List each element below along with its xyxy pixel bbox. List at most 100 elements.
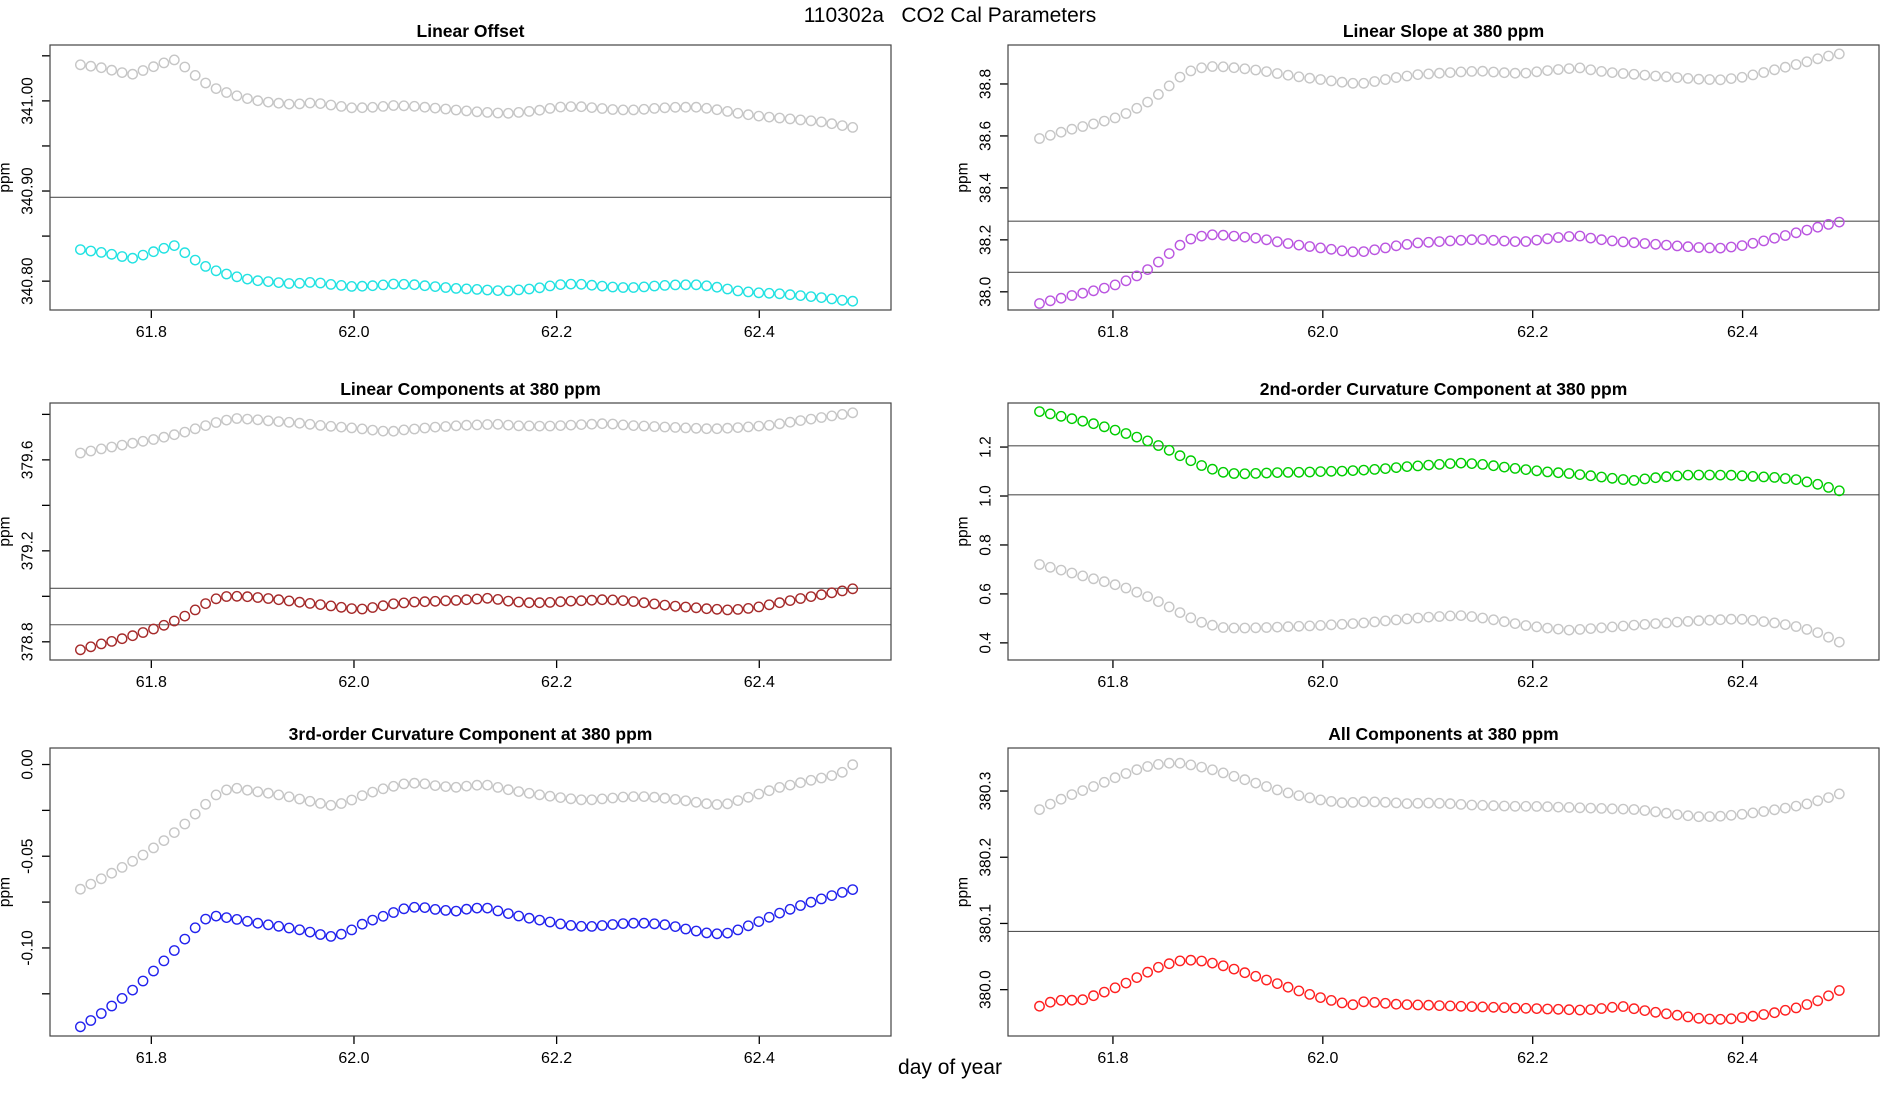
data-point: [753, 916, 765, 927]
data-point: [1250, 777, 1262, 789]
data-point: [774, 907, 785, 919]
data-point: [1109, 982, 1121, 994]
data-point: [1628, 68, 1640, 80]
y-tick-label: 378.8: [20, 622, 37, 661]
data-point: [1239, 63, 1251, 75]
data-point: [575, 278, 587, 290]
data-point: [1304, 620, 1316, 632]
data-point: [617, 282, 629, 293]
data-point: [1520, 67, 1532, 79]
data-point: [1779, 1004, 1791, 1016]
chart-linear-slope: Linear Slope at 380 ppm38.038.238.438.63…: [955, 21, 1880, 341]
data-point: [1466, 611, 1478, 622]
data-point: [523, 106, 535, 117]
data-point: [492, 782, 504, 793]
chart-title: 2nd-order Curvature Component at 380 ppm: [1260, 379, 1628, 399]
data-point: [1293, 985, 1305, 997]
data-point: [148, 623, 159, 635]
series-current-green: [1034, 406, 1845, 497]
data-point: [847, 122, 859, 133]
data-point: [1488, 1001, 1499, 1013]
data-point: [1261, 622, 1272, 633]
data-point: [1790, 621, 1802, 632]
data-point: [1185, 65, 1197, 77]
data-point: [1477, 799, 1489, 811]
data-point: [85, 878, 97, 890]
data-point: [1271, 467, 1283, 478]
data-point: [1358, 996, 1370, 1008]
data-point: [1682, 1011, 1694, 1023]
data-point: [1725, 613, 1737, 625]
data-point: [1271, 236, 1283, 248]
data-point: [471, 902, 483, 914]
data-point: [1531, 465, 1543, 477]
data-point: [1077, 994, 1089, 1006]
data-point: [638, 281, 650, 293]
data-point: [1401, 461, 1413, 472]
data-point: [1228, 622, 1240, 634]
data-point: [1498, 800, 1510, 812]
data-point: [200, 420, 212, 431]
data-point: [1153, 440, 1164, 451]
data-point: [419, 778, 431, 790]
data-point: [471, 419, 483, 431]
data-point: [1596, 622, 1607, 634]
data-point: [1088, 418, 1099, 430]
data-point: [1639, 473, 1651, 485]
data-point: [1779, 230, 1791, 241]
data-point: [784, 779, 796, 791]
data-point: [1163, 444, 1175, 456]
data-point: [628, 791, 639, 802]
data-point: [1131, 270, 1143, 282]
data-point: [1196, 761, 1208, 773]
chart-second-order-curvature: 2nd-order Curvature Component at 380 ppm…: [955, 379, 1880, 691]
data-point: [1120, 275, 1132, 287]
figure-title: 110302a CO2 Cal Parameters: [803, 4, 1097, 27]
data-point: [586, 418, 598, 430]
data-point: [231, 413, 243, 424]
y-tick-label: 0.4: [978, 632, 995, 654]
data-point: [1671, 72, 1683, 84]
data-point: [1077, 415, 1089, 427]
data-point: [252, 917, 264, 929]
data-point: [388, 425, 399, 437]
data-point: [367, 280, 378, 292]
data-point: [1628, 1003, 1640, 1015]
data-point: [1228, 62, 1240, 74]
data-point: [1336, 76, 1348, 88]
data-point: [1650, 238, 1662, 250]
y-tick-label: 380.1: [978, 904, 995, 943]
data-point: [116, 633, 128, 645]
data-point: [377, 600, 389, 612]
data-point: [398, 278, 410, 290]
data-point: [1725, 809, 1737, 821]
data-point: [1650, 1006, 1662, 1018]
data-point: [523, 912, 535, 924]
data-point: [826, 118, 838, 130]
data-point: [127, 437, 139, 449]
data-point: [1412, 69, 1424, 81]
data-point: [304, 926, 316, 938]
data-point: [1109, 579, 1121, 591]
data-point: [774, 288, 785, 300]
plot-box: [49, 747, 892, 1037]
data-point: [127, 68, 139, 80]
data-point: [1606, 67, 1618, 79]
data-point: [388, 598, 399, 610]
data-point: [419, 422, 431, 434]
data-point: [367, 914, 378, 926]
data-point: [523, 787, 535, 799]
data-point: [1390, 998, 1402, 1010]
data-point: [1790, 1002, 1802, 1014]
data-point: [1174, 757, 1186, 769]
data-point: [1833, 48, 1845, 60]
data-point: [1174, 955, 1186, 967]
data-point: [1574, 230, 1586, 242]
data-point: [429, 780, 441, 791]
data-point: [1336, 245, 1348, 257]
data-point: [1217, 622, 1229, 633]
data-point: [158, 57, 170, 69]
data-point: [252, 414, 264, 426]
data-point: [1596, 1003, 1607, 1014]
data-point: [607, 594, 619, 606]
